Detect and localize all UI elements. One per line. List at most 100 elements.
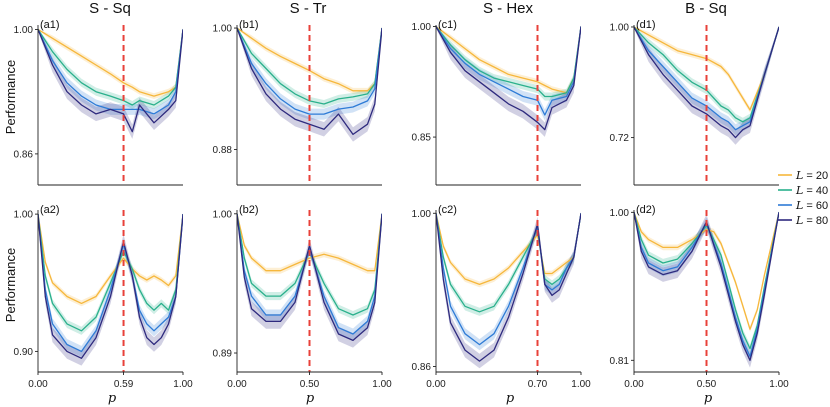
xtick-label: 0.70 <box>528 379 548 390</box>
legend-symbol: L <box>795 214 803 227</box>
series-line-c1-l80 <box>436 26 581 131</box>
series-line-c1-l40 <box>436 26 581 98</box>
ytick-label: 0.89 <box>213 349 233 360</box>
xtick-label: 0.00 <box>624 379 644 390</box>
ytick-label: 0.90 <box>14 347 34 358</box>
panel-label-c1: (c1) <box>438 19 457 31</box>
xtick-label: 0.00 <box>227 379 247 390</box>
band-b2-l20 <box>237 213 382 274</box>
band-d1-l20 <box>634 26 779 113</box>
ytick-label: 1.00 <box>14 210 34 221</box>
series-line-a1-l20 <box>38 28 183 97</box>
panel-label-d2: (d2) <box>636 204 656 216</box>
ylabel-bottom: Performance <box>3 248 18 322</box>
legend-value-l20: = 20 <box>806 170 828 182</box>
series-line-d2-l80 <box>634 212 779 361</box>
xtick-label: 1.00 <box>769 379 789 390</box>
series-line-b1-l60 <box>237 27 382 115</box>
column-title-s-sq: S - Sq <box>89 0 131 17</box>
legend-entry-l80: L = 80 <box>795 214 828 227</box>
panel-d2: 1.00 0.81 0.00 0.50 1.00 (d2) <box>610 204 790 390</box>
series-line-a2-l40 <box>38 214 183 332</box>
panel-label-a2: (a2) <box>40 204 60 216</box>
panel-label-a1: (a1) <box>40 19 60 31</box>
series-line-d1-l20 <box>634 26 779 111</box>
xtick-label: 0.50 <box>300 379 320 390</box>
xtick-label: 0.00 <box>28 379 48 390</box>
series-line-c2-l60 <box>436 213 581 346</box>
panel-a2: 1.00 0.90 0.00 0.59 1.00 (a2) <box>14 204 194 390</box>
legend-entry-l20: L = 20 <box>795 169 828 182</box>
panel-b1: 1.00 0.88 (b1) <box>213 19 382 186</box>
series-line-a2-l20 <box>38 214 183 305</box>
series-line-b2-l20 <box>237 213 382 272</box>
series-line-d2-l20 <box>634 212 779 330</box>
series-line-c2-l20 <box>436 213 581 286</box>
legend-symbol: L <box>795 184 803 197</box>
xlabel-a: p <box>108 391 117 406</box>
column-title-b-sq: B - Sq <box>685 0 727 17</box>
legend-symbol: L <box>795 169 803 182</box>
band-b1-l60 <box>237 26 382 120</box>
band-b2-l80 <box>237 212 382 348</box>
ytick-label: 1.00 <box>213 209 233 220</box>
series-line-d2-l60 <box>634 212 779 358</box>
series-line-b1-l40 <box>237 27 382 105</box>
xtick-label: 0.59 <box>114 379 134 390</box>
xtick-label: 1.00 <box>173 379 193 390</box>
band-a2-l60 <box>38 213 183 357</box>
legend-value-l40: = 40 <box>806 185 828 197</box>
series-line-b2-l60 <box>237 213 382 335</box>
ylabel-top: Performance <box>3 60 18 134</box>
series-line-d1-l80 <box>634 26 779 139</box>
series-line-c2-l80 <box>436 213 581 362</box>
legend-entry-l60: L = 60 <box>795 199 828 212</box>
xtick-label: 1.00 <box>372 379 392 390</box>
ytick-label: 1.00 <box>412 22 432 33</box>
ytick-label: 0.86 <box>412 362 432 373</box>
ytick-label: 1.00 <box>412 209 432 220</box>
panel-c1: 1.00 0.85 (c1) <box>412 19 581 186</box>
band-c2-l40 <box>436 212 581 316</box>
panel-c2: 1.00 0.86 0.00 0.70 1.00 (c2) <box>412 204 592 390</box>
xlabel-d: p <box>704 391 713 406</box>
band-a1-l60 <box>38 28 183 120</box>
series-line-c2-l40 <box>436 213 581 313</box>
panel-b2: 1.00 0.89 0.00 0.50 1.00 (b2) <box>213 204 393 390</box>
panel-label-b2: (b2) <box>239 204 259 216</box>
panel-label-b1: (b1) <box>239 19 259 31</box>
xlabel-b: p <box>306 391 315 406</box>
ytick-label: 1.00 <box>14 25 34 36</box>
column-title-s-hex: S - Hex <box>483 0 534 17</box>
panel-a1: 1.00 0.86 (a1) <box>14 19 183 186</box>
ytick-label: 0.72 <box>610 133 630 144</box>
ytick-label: 0.85 <box>412 133 432 144</box>
xtick-label: 0.50 <box>697 379 717 390</box>
series-line-d1-l40 <box>634 26 779 123</box>
legend-value-l80: = 80 <box>806 215 828 227</box>
xtick-label: 1.00 <box>571 379 591 390</box>
ytick-label: 0.81 <box>610 356 630 367</box>
legend: L = 20 L = 40 L = 60 L = 80 <box>778 169 828 227</box>
ytick-label: 0.88 <box>213 145 233 156</box>
series-line-a2-l80 <box>38 214 183 359</box>
panel-d1: 1.00 0.72 (d1) <box>610 19 779 186</box>
xtick-label: 0.00 <box>426 379 446 390</box>
panel-label-d1: (d1) <box>636 19 656 31</box>
series-line-d1-l60 <box>634 26 779 131</box>
legend-entry-l40: L = 40 <box>795 184 828 197</box>
xlabel-c: p <box>506 391 515 406</box>
ytick-label: 1.00 <box>213 24 233 35</box>
ytick-label: 1.00 <box>610 208 630 219</box>
series-line-d2-l40 <box>634 212 779 350</box>
column-title-s-tr: S - Tr <box>290 0 327 17</box>
series-line-b1-l80 <box>237 27 382 136</box>
ytick-label: 0.86 <box>14 149 34 160</box>
band-b2-l40 <box>237 213 382 320</box>
ytick-label: 1.00 <box>610 22 630 33</box>
panels: 1.000.86(a1) 1.000.88(b1) 1.000.85(c1) 1.00… <box>14 19 790 390</box>
series-line-b1-l20 <box>237 27 382 92</box>
legend-symbol: L <box>795 199 803 212</box>
series-line-c1-l60 <box>436 26 581 116</box>
